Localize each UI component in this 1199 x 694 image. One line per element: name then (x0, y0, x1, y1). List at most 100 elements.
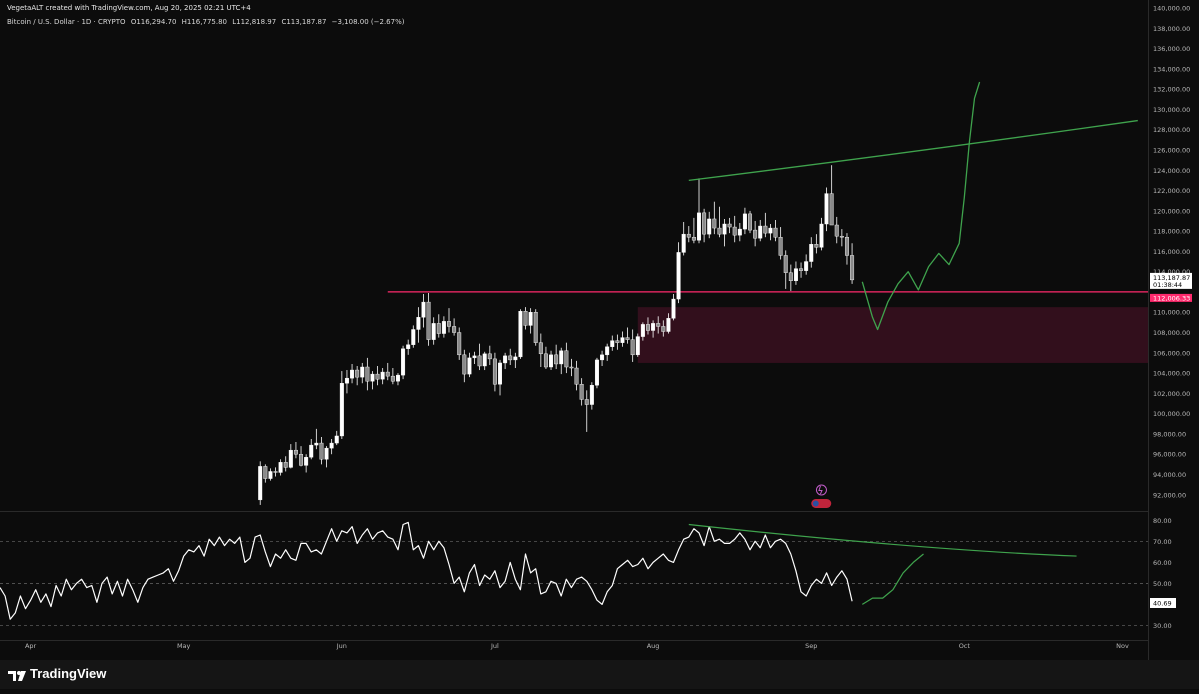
candle[interactable] (564, 350, 569, 368)
candle[interactable] (426, 301, 431, 340)
candle[interactable] (309, 444, 314, 458)
symbol-name[interactable]: Bitcoin / U.S. Dollar · 1D · CRYPTO (7, 18, 126, 26)
candle[interactable] (344, 377, 349, 384)
candle[interactable] (288, 449, 293, 468)
candle[interactable] (411, 329, 416, 345)
support-price-tag[interactable] (1150, 293, 1192, 302)
candle[interactable] (487, 353, 492, 360)
candle[interactable] (742, 213, 747, 230)
candle[interactable] (778, 236, 783, 256)
candle[interactable] (314, 442, 319, 446)
candle[interactable] (763, 225, 768, 234)
candle[interactable] (799, 268, 804, 271)
candle[interactable] (844, 236, 849, 256)
candle[interactable] (656, 323, 661, 327)
tradingview-logo[interactable]: TradingView (8, 666, 106, 681)
candle[interactable] (707, 218, 712, 235)
candle[interactable] (727, 223, 732, 228)
candle[interactable] (819, 223, 824, 248)
candle[interactable] (543, 353, 548, 368)
candle[interactable] (283, 462, 288, 468)
candle[interactable] (395, 374, 400, 382)
candle[interactable] (482, 353, 487, 367)
candle[interactable] (370, 373, 375, 382)
rsi-value-tag[interactable] (1150, 597, 1176, 608)
candle[interactable] (717, 227, 722, 235)
candle[interactable] (334, 435, 339, 444)
candle[interactable] (783, 255, 788, 273)
candle[interactable] (589, 385, 594, 405)
candle[interactable] (304, 457, 309, 466)
candle[interactable] (457, 332, 462, 356)
candle[interactable] (528, 312, 533, 326)
symbol-legend[interactable]: Bitcoin / U.S. Dollar · 1D · CRYPTO O116… (7, 18, 407, 26)
candle[interactable] (804, 261, 809, 271)
candle[interactable] (681, 233, 686, 253)
rsi-line[interactable] (0, 521, 853, 620)
candle[interactable] (748, 213, 753, 231)
candle[interactable] (824, 193, 829, 225)
candle[interactable] (758, 225, 763, 239)
candle[interactable] (732, 226, 737, 236)
candle[interactable] (355, 369, 360, 378)
candle[interactable] (615, 340, 620, 343)
candle[interactable] (666, 318, 671, 332)
candle[interactable] (401, 348, 406, 376)
candle[interactable] (569, 366, 574, 369)
candle[interactable] (477, 355, 482, 367)
candle[interactable] (788, 272, 793, 282)
candle[interactable] (814, 244, 819, 248)
candle[interactable] (319, 442, 324, 460)
candle[interactable] (610, 340, 615, 347)
candle[interactable] (467, 357, 472, 375)
candle[interactable] (472, 355, 477, 359)
candle[interactable] (263, 466, 268, 479)
candle[interactable] (594, 359, 599, 386)
candle[interactable] (518, 311, 523, 358)
candle[interactable] (380, 371, 385, 380)
candle[interactable] (686, 233, 691, 238)
candle[interactable] (452, 326, 457, 333)
candle[interactable] (390, 375, 395, 382)
candle[interactable] (579, 384, 584, 400)
candle[interactable] (278, 462, 283, 473)
candle[interactable] (329, 442, 334, 449)
candle[interactable] (768, 227, 773, 234)
candle[interactable] (620, 337, 625, 343)
candle[interactable] (498, 362, 503, 385)
candle[interactable] (630, 339, 635, 356)
candle[interactable] (559, 350, 564, 365)
candle[interactable] (360, 366, 365, 378)
candle[interactable] (753, 229, 758, 239)
candle[interactable] (447, 321, 451, 327)
candle[interactable] (503, 355, 508, 364)
candle[interactable] (273, 471, 278, 473)
candle[interactable] (406, 344, 411, 349)
candle[interactable] (809, 244, 814, 262)
candle[interactable] (793, 268, 798, 282)
candle[interactable] (492, 358, 497, 385)
rsi-trendline[interactable] (688, 523, 1077, 557)
candle[interactable] (722, 223, 727, 235)
candle[interactable] (293, 449, 298, 455)
candle[interactable] (462, 354, 467, 375)
candle[interactable] (523, 311, 528, 326)
candle[interactable] (676, 252, 681, 300)
candle[interactable] (421, 301, 426, 318)
candle[interactable] (737, 228, 742, 236)
candle[interactable] (850, 255, 855, 281)
candle[interactable] (385, 371, 390, 377)
candle[interactable] (268, 471, 273, 479)
candle[interactable] (431, 323, 436, 340)
candle[interactable] (533, 312, 538, 343)
candle[interactable] (651, 323, 656, 331)
candle[interactable] (834, 224, 839, 237)
demand-zone[interactable] (637, 307, 1148, 363)
candle[interactable] (712, 218, 717, 229)
candle[interactable] (661, 326, 666, 332)
candle[interactable] (584, 399, 589, 405)
lightning-event-icon[interactable] (815, 484, 827, 496)
candle[interactable] (640, 324, 645, 337)
candle[interactable] (625, 337, 630, 340)
